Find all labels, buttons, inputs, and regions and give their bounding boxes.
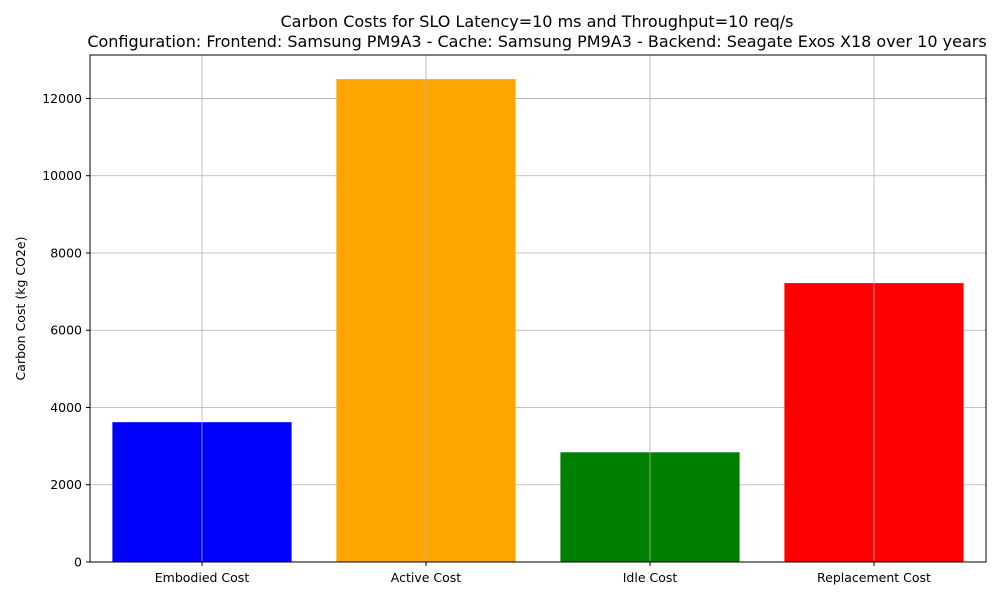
y-tick-label: 10000 xyxy=(42,168,82,183)
chart-title: Carbon Costs for SLO Latency=10 ms and T… xyxy=(280,12,793,31)
y-tick-label: 12000 xyxy=(42,91,82,106)
x-tick-label: Idle Cost xyxy=(623,570,678,585)
y-tick-label: 6000 xyxy=(50,323,82,338)
y-tick-label: 4000 xyxy=(50,400,82,415)
y-tick-label: 0 xyxy=(74,555,82,570)
bar-layer xyxy=(112,55,964,563)
x-tick-label: Replacement Cost xyxy=(817,570,931,585)
x-tick-label: Active Cost xyxy=(391,570,462,585)
chart-subtitle: Configuration: Frontend: Samsung PM9A3 -… xyxy=(87,32,986,51)
tick-layer: 0 2000 4000 6000 8000 10000 12000 Embodied Cost… xyxy=(42,91,931,585)
y-axis-label: Carbon Cost (kg CO2e) xyxy=(13,237,28,381)
y-tick-label: 8000 xyxy=(50,245,82,260)
x-tick-label: Embodied Cost xyxy=(155,570,250,585)
y-tick-label: 2000 xyxy=(50,477,82,492)
plot-frame xyxy=(89,54,987,563)
